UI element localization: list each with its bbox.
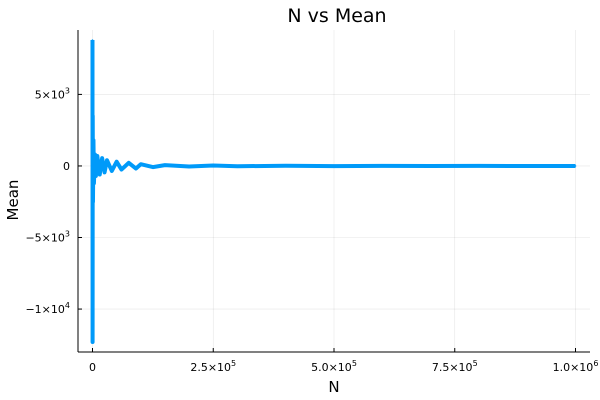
data-point [91, 115, 94, 117]
data-point [120, 168, 123, 171]
y-axis-label: Mean [4, 180, 22, 221]
data-point [115, 160, 118, 163]
data-point [94, 153, 96, 156]
data-point [139, 163, 142, 166]
data-point [135, 167, 137, 170]
data-point [526, 165, 529, 167]
data-point [152, 166, 154, 168]
data-point [127, 162, 130, 164]
series-layer [90, 39, 577, 344]
data-point [111, 170, 113, 172]
data-point [236, 165, 239, 168]
y-tick-label: −1×104 [25, 301, 70, 316]
grid [78, 30, 590, 352]
data-point [429, 165, 432, 167]
x-tick-label: 5.0×105 [311, 359, 357, 374]
x-axis-label: N [328, 378, 339, 396]
y-tick-label: 0 [63, 160, 70, 173]
data-point [574, 165, 577, 167]
data-point [381, 165, 384, 167]
data-point [103, 171, 106, 174]
data-point [188, 165, 190, 168]
data-point [93, 182, 95, 184]
y-tick-labels: 5×103 0 −5×103 −1×104 [25, 86, 70, 316]
data-point [96, 155, 99, 157]
x-tick-label: 7.5×105 [432, 359, 478, 374]
data-point [91, 39, 94, 41]
x-tick-label: 1.0×106 [553, 359, 599, 374]
x-tick-label: 0 [89, 361, 96, 374]
axes [77, 30, 590, 353]
x-tick-label: 2.5×105 [190, 359, 236, 374]
y-tick-label: 5×103 [35, 86, 70, 101]
data-point [284, 164, 287, 167]
data-point [101, 157, 103, 159]
data-point [95, 175, 97, 177]
chart-title: N vs Mean [287, 5, 386, 27]
x-tick-labels: 0 2.5×105 5.0×105 7.5×105 1.0×106 [89, 359, 598, 374]
data-point [478, 165, 480, 167]
data-point [98, 173, 101, 176]
data-point [164, 164, 166, 166]
data-point [333, 165, 335, 167]
data-point [212, 164, 215, 167]
data-point [91, 341, 94, 343]
data-point [92, 139, 95, 141]
data-point [92, 200, 94, 203]
data-point [106, 159, 108, 162]
y-tick-label: −5×103 [25, 230, 70, 245]
